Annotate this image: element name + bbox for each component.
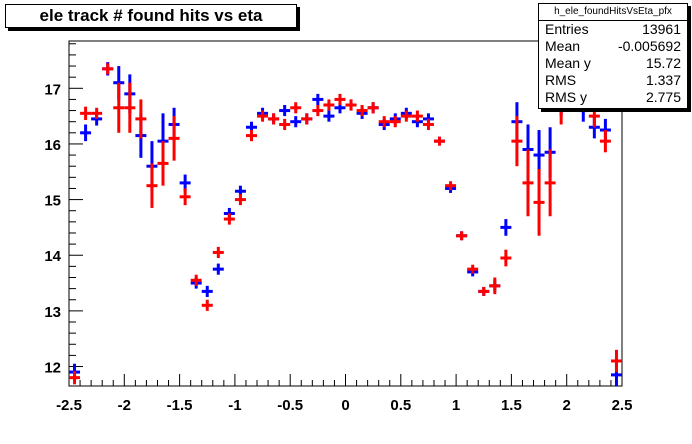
y-tick-label: 17	[44, 81, 61, 98]
y-tick-label: 13	[44, 304, 61, 321]
stats-box: h_ele_foundHitsVsEta_pfx Entries 13961 M…	[538, 3, 688, 109]
x-tick-label: -1	[228, 397, 241, 414]
plot-frame	[68, 40, 623, 387]
x-tick-label: 2.5	[612, 397, 633, 414]
y-tick-label: 14	[44, 248, 61, 265]
stats-row-rms: RMS 1.337	[539, 72, 687, 89]
y-tick-label: 15	[44, 193, 61, 210]
x-tick-label: -2.5	[56, 397, 82, 414]
x-tick-label: 0	[341, 397, 349, 414]
x-tick-label: 1.5	[501, 397, 522, 414]
stats-row-mean: Mean -0.005692	[539, 38, 687, 55]
stats-histogram-name: h_ele_foundHitsVsEta_pfx	[539, 4, 687, 21]
y-tick-label: 16	[44, 137, 61, 154]
stats-value: 1.337	[645, 72, 681, 88]
stats-row-mean-y: Mean y 15.72	[539, 55, 687, 72]
stats-label: Entries	[545, 21, 589, 37]
stats-value: 2.775	[645, 89, 681, 105]
x-tick-label: 2	[563, 397, 571, 414]
x-tick-label: -1.5	[167, 397, 193, 414]
x-tick-label: 0.5	[390, 397, 411, 414]
stats-label: Mean y	[545, 55, 591, 71]
chart-title: ele track # found hits vs eta	[39, 6, 263, 25]
stats-label: RMS y	[545, 89, 587, 105]
y-tick-label: 12	[44, 360, 61, 377]
stats-label: RMS	[545, 72, 577, 88]
stats-value: -0.005692	[617, 38, 681, 54]
stats-label: Mean	[545, 38, 581, 54]
stats-row-entries: Entries 13961	[539, 21, 687, 38]
x-tick-label: 1	[452, 397, 460, 414]
title-box: ele track # found hits vs eta	[5, 4, 297, 28]
x-tick-label: -0.5	[277, 397, 303, 414]
x-tick-label: -2	[118, 397, 131, 414]
stats-row-rms-y: RMS y 2.775	[539, 89, 687, 106]
stats-value: 15.72	[645, 55, 681, 71]
stats-value: 13961	[642, 21, 681, 37]
